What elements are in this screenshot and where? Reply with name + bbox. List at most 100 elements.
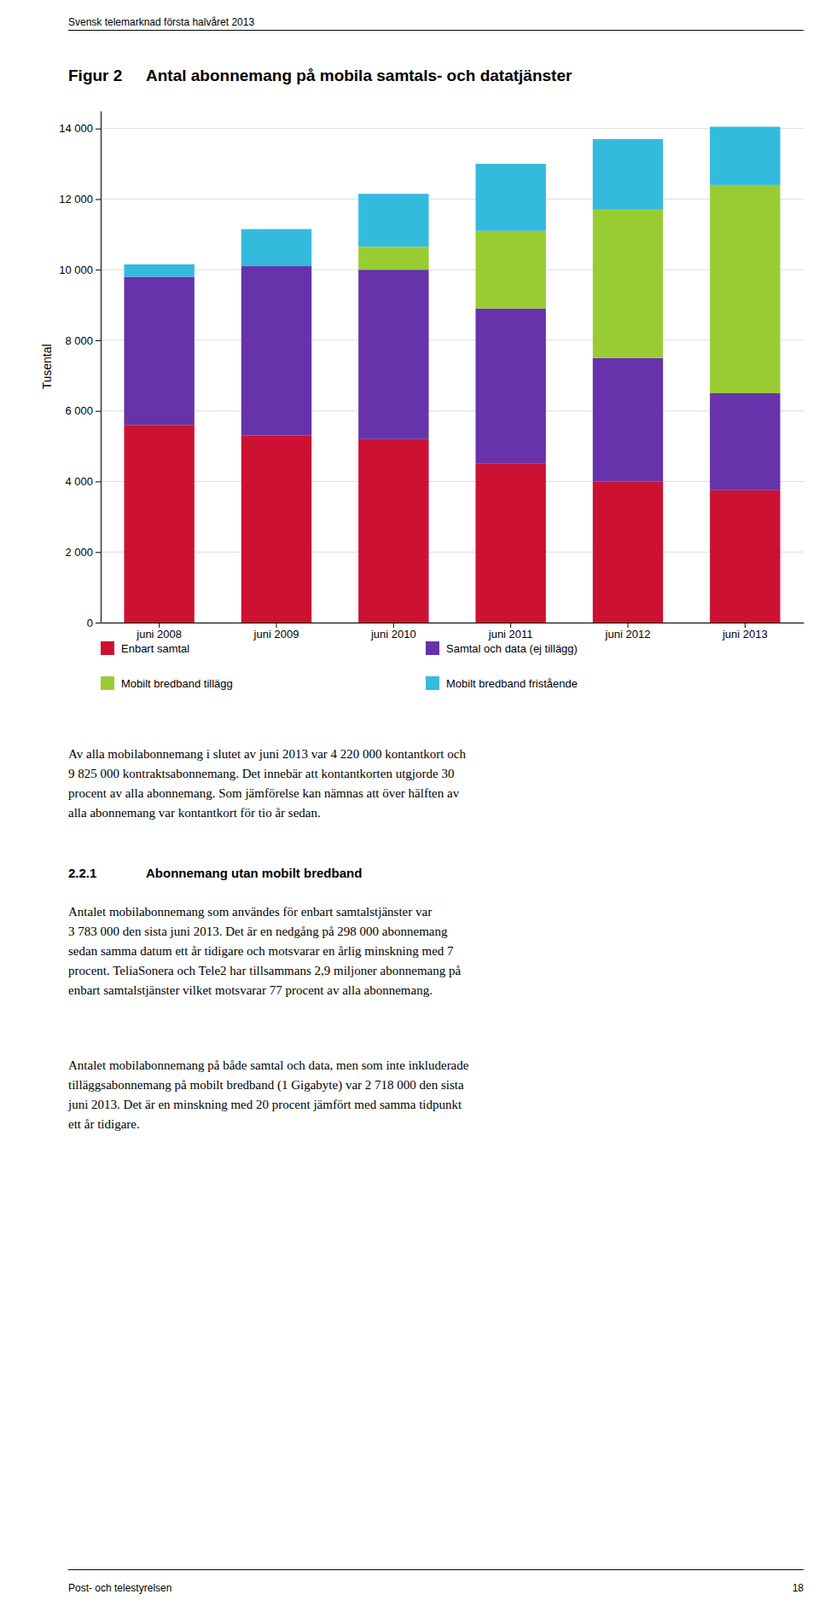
x-tick: juni 2010: [370, 622, 417, 641]
x-tick: juni 2009: [253, 622, 300, 641]
bar: [592, 139, 663, 210]
text-line: sedan samma datum ett år tidigare och mo…: [68, 944, 454, 959]
text-line: Av alla mobilabonnemang i slutet av juni…: [68, 747, 466, 761]
x-tick-label: juni 2009: [253, 627, 300, 641]
x-tick-mark: [744, 622, 746, 628]
text-line: procent. TeliaSonera och Tele2 har tills…: [68, 964, 461, 978]
x-tick-label: juni 2008: [135, 627, 182, 641]
legend-swatch: [100, 641, 115, 656]
y-tick: 14 000: [58, 121, 101, 135]
legend-item: Mobilt bredband tillägg: [100, 676, 233, 691]
x-axis: juni 2008 juni 2009 juni 2010 juni 2011 juni…: [101, 622, 805, 641]
grid-line: [100, 410, 804, 412]
bar: [709, 490, 780, 623]
x-tick: juni 2011: [487, 622, 534, 641]
footer-rule: [68, 1569, 804, 1571]
bar: [475, 231, 546, 309]
x-tick-mark: [276, 622, 278, 628]
legend: Enbart samtal Samtal och data (ej tillägg…: [100, 641, 578, 691]
y-tick-mark: [95, 340, 101, 342]
y-tick-label: 8 000: [64, 334, 93, 348]
header: Svensk telemarknad första halvåret 2013: [68, 16, 255, 29]
x-tick-mark: [158, 622, 160, 628]
bar: [358, 269, 429, 440]
x-tick-mark: [510, 622, 512, 628]
legend-label: Enbart samtal: [121, 642, 190, 656]
bar: [123, 276, 194, 425]
bar: [358, 246, 429, 270]
bar: [123, 424, 194, 623]
footer-left: Post- och telestyrelsen: [68, 1582, 172, 1595]
x-tick-label: juni 2011: [487, 627, 534, 641]
legend-item: Enbart samtal: [100, 641, 190, 656]
y-tick-mark: [95, 198, 101, 200]
legend-label: Mobilt bredband fristående: [446, 677, 578, 691]
bar-series: [123, 424, 780, 623]
grid-line: [100, 339, 804, 341]
y-tick-mark: [95, 481, 101, 483]
x-tick-mark: [627, 622, 629, 628]
grid: [100, 128, 804, 623]
y-tick: 4 000: [64, 475, 101, 488]
legend-item: Samtal och data (ej tillägg): [425, 641, 578, 656]
bar: [475, 308, 546, 465]
grid-line: [100, 481, 804, 483]
section-title: Abonnemang utan mobilt bredband: [145, 865, 362, 881]
text-line: 3 783 000 den sista juni 2013. Det är en…: [68, 924, 448, 939]
y-tick: 8 000: [64, 334, 101, 348]
legend-item: Mobilt bredband fristående: [425, 676, 578, 691]
x-tick-label: juni 2010: [370, 627, 417, 641]
bar: [241, 266, 312, 436]
text-line: juni 2013. Det är en minskning med 20 pr…: [67, 1097, 463, 1112]
bar: [241, 435, 312, 623]
y-axis: 0 2 000 4 000 6 000 8 000 10 000 12 000 14 000: [58, 111, 101, 630]
y-tick-mark: [95, 128, 101, 130]
bars: [123, 127, 780, 623]
chart-title: Antal abonnemang på mobila samtals- och …: [145, 66, 573, 85]
page: Svensk telemarknad första halvåret 2013 F…: [0, 0, 819, 1600]
bar-series: [123, 127, 780, 278]
text-line: enbart samtalstjänster vilket motsvarar …: [68, 983, 433, 998]
bar: [358, 439, 429, 623]
grid-line: [100, 551, 804, 553]
text-line: alla abonnemang var kontantkort för tio …: [68, 806, 321, 820]
grid-line: [100, 622, 804, 624]
body-text: Antalet mobilabonnemang på både samtal o…: [67, 1058, 470, 1132]
body-text: Av alla mobilabonnemang i slutet av juni…: [68, 747, 466, 820]
y-tick: 6 000: [64, 404, 101, 418]
section-number: 2.2.1: [68, 865, 97, 881]
grid-line: [100, 198, 804, 200]
y-axis-title: Tusental: [40, 343, 54, 390]
x-tick-label: juni 2013: [721, 627, 768, 641]
legend-label: Samtal och data (ej tillägg): [446, 642, 578, 656]
y-axis-line: [100, 111, 102, 624]
y-tick: 10 000: [58, 263, 101, 277]
y-tick-label: 2 000: [64, 546, 93, 559]
y-tick: 12 000: [58, 192, 101, 206]
bar: [123, 264, 194, 277]
text-line: 9 825 000 kontraktsabonnemang. Det inneb…: [68, 766, 454, 781]
bar-series: [123, 266, 780, 491]
y-tick-mark: [95, 269, 101, 271]
x-tick: juni 2013: [721, 622, 768, 641]
y-tick-mark: [95, 622, 101, 624]
bar: [709, 393, 780, 491]
x-axis-line: [101, 622, 805, 624]
y-tick-label: 6 000: [64, 404, 93, 418]
bar: [358, 193, 429, 247]
x-tick-mark: [393, 622, 395, 628]
x-tick: juni 2008: [135, 622, 182, 641]
legend-label: Mobilt bredband tillägg: [121, 677, 233, 691]
text-line: Antalet mobilabonnemang på både samtal o…: [68, 1058, 470, 1073]
figure-label: Figur 2: [68, 66, 122, 85]
grid-line: [100, 269, 804, 271]
y-tick-label: 4 000: [64, 475, 93, 488]
bar: [709, 127, 780, 186]
bar-series: [358, 185, 780, 394]
bar: [592, 209, 663, 359]
y-tick: 0: [87, 616, 101, 630]
footer-right: 18: [792, 1582, 805, 1595]
plot: 0 2 000 4 000 6 000 8 000 10 000 12 000 14 000 j…: [58, 111, 804, 642]
y-tick-label: 12 000: [58, 192, 93, 206]
bar: [592, 481, 663, 623]
